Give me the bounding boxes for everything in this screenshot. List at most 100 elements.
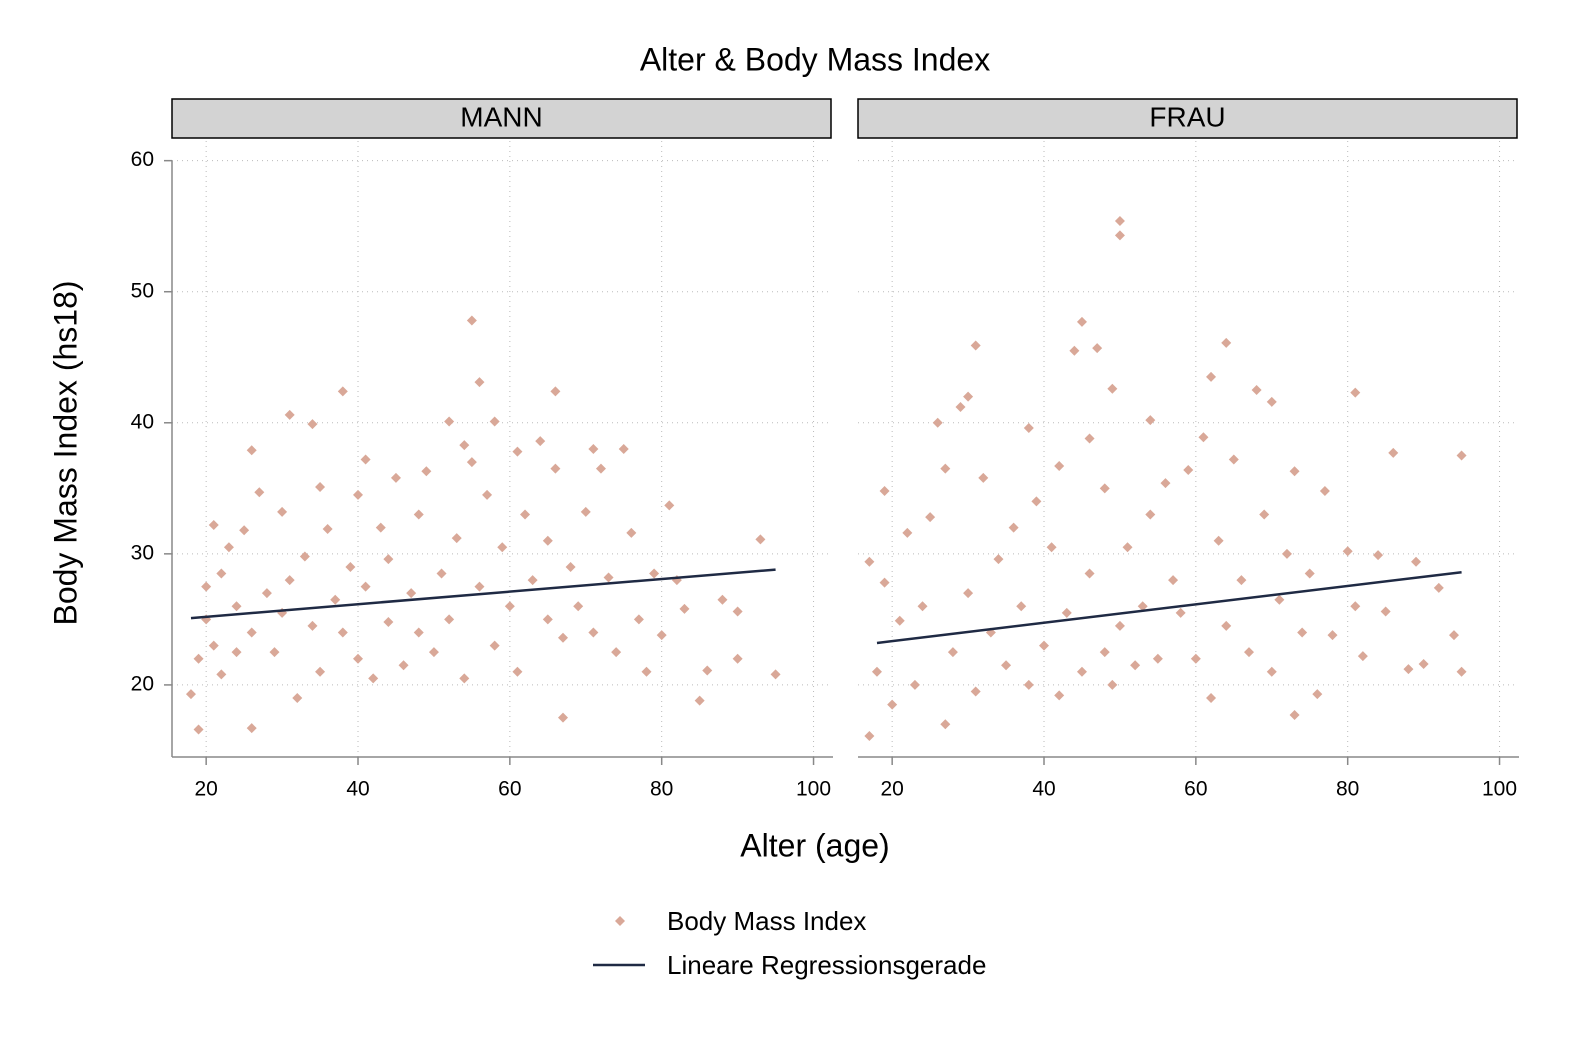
scatter-point (1228, 454, 1239, 465)
scatter-point (193, 653, 204, 664)
scatter-point (1008, 522, 1019, 533)
scatter-point (1206, 371, 1217, 382)
scatter-point (444, 416, 455, 427)
y-axis-label: Body Mass Index (hs18) (47, 280, 83, 625)
scatter-point (1418, 658, 1429, 669)
scatter-point (231, 647, 242, 658)
scatter-point (1152, 653, 1163, 664)
y-tick-label: 50 (131, 279, 154, 302)
scatter-point (520, 509, 531, 520)
scatter-point (1107, 383, 1118, 394)
scatter-point (732, 606, 743, 617)
scatter-point (925, 512, 936, 523)
scatter-point (595, 463, 606, 474)
panel-header (857, 98, 1518, 139)
scatter-point (970, 686, 981, 697)
scatter-point (1076, 666, 1087, 677)
panel-header (171, 98, 832, 139)
scatter-point (947, 647, 958, 658)
x-axis-label: Alter (age) (740, 827, 889, 863)
scatter-point (1357, 651, 1368, 662)
scatter-point (1168, 575, 1179, 586)
panel-title: MANN (460, 101, 542, 132)
scatter-point (1145, 509, 1156, 520)
scatter-point (1160, 478, 1171, 489)
scatter-point (512, 446, 523, 457)
scatter-point (694, 695, 705, 706)
scatter-point (489, 416, 500, 427)
scatter-point (474, 377, 485, 388)
scatter-point (239, 525, 250, 536)
scatter-point (879, 577, 890, 588)
y-tick-label: 20 (131, 672, 154, 695)
scatter-point (603, 572, 614, 583)
x-tick-label: 100 (796, 778, 831, 801)
scatter-point (1183, 464, 1194, 475)
scatter-point (1403, 664, 1414, 675)
regression-line (876, 570, 1462, 645)
scatter-point (1054, 461, 1065, 472)
y-tick-label: 30 (131, 541, 154, 564)
scatter-point (1198, 432, 1209, 443)
scatter-point (269, 647, 280, 658)
scatter-point (894, 615, 905, 626)
scatter-point (618, 444, 629, 454)
scatter-point (307, 620, 318, 631)
scatter-point (978, 472, 989, 483)
scatter-point (1145, 415, 1156, 426)
scatter-point (413, 509, 424, 520)
scatter-point (1274, 594, 1285, 605)
scatter-point (1016, 601, 1027, 612)
scatter-point (1433, 582, 1444, 593)
x-tick-label: 100 (1482, 778, 1517, 801)
scatter-point (1001, 660, 1012, 671)
scatter-point (909, 679, 920, 690)
scatter-point (1304, 568, 1315, 579)
scatter-point (1411, 556, 1422, 567)
y-tick-label: 60 (131, 148, 154, 171)
scatter-point (1297, 627, 1308, 638)
scatter-point (542, 535, 553, 546)
scatter-point (428, 647, 439, 658)
scatter-point (307, 419, 318, 430)
scatter-point (1342, 546, 1353, 557)
scatter-point (1350, 387, 1361, 398)
scatter-point (1069, 345, 1080, 356)
scatter-point (557, 632, 568, 643)
scatter-point (1023, 679, 1034, 690)
scatter-point (664, 500, 675, 511)
scatter-point (223, 542, 234, 553)
scatter-point (345, 561, 356, 572)
scatter-point (527, 575, 538, 586)
scatter-point (1456, 666, 1467, 677)
scatter-point (231, 601, 242, 612)
scatter-point (201, 581, 212, 592)
scatter-point (322, 523, 333, 534)
scatter-point (368, 673, 379, 684)
scatter-point (917, 601, 928, 612)
scatter-point (940, 719, 951, 730)
scatter-point (1054, 690, 1065, 701)
scatter-point (1221, 337, 1232, 348)
legend-marker (615, 916, 625, 926)
scatter-point (588, 627, 599, 638)
scatter-point (292, 693, 303, 704)
scatter-point (1099, 483, 1110, 494)
scatter-point (580, 506, 591, 517)
scatter-point (383, 554, 394, 565)
scatter-point (1236, 575, 1247, 586)
scatter-point (360, 454, 371, 465)
scatter-point (466, 315, 477, 326)
x-tick-label: 60 (498, 778, 521, 801)
regression-line (190, 568, 776, 620)
legend-label: Body Mass Index (667, 906, 866, 936)
scatter-point (550, 386, 561, 397)
scatter-point (216, 568, 227, 579)
scatter-point (315, 666, 326, 677)
scatter-point (970, 340, 981, 351)
scatter-point (1046, 542, 1057, 553)
scatter-point (1023, 423, 1034, 434)
scatter-point (557, 712, 568, 723)
scatter-point (1350, 601, 1361, 612)
scatter-point (871, 666, 882, 677)
